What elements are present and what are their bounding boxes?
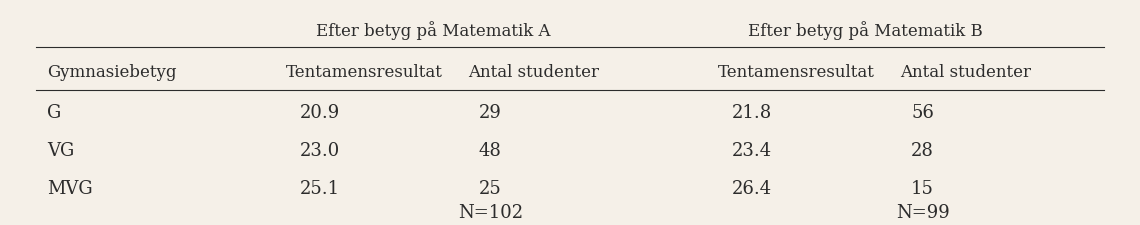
Text: 25.1: 25.1 (300, 179, 340, 197)
Text: Tentamensresultat: Tentamensresultat (286, 64, 442, 81)
Text: 56: 56 (911, 104, 934, 122)
Text: Efter betyg på Matematik A: Efter betyg på Matematik A (316, 21, 551, 40)
Text: 23.0: 23.0 (300, 141, 340, 159)
Text: N=102: N=102 (458, 203, 523, 221)
Text: 23.4: 23.4 (732, 141, 772, 159)
Text: 26.4: 26.4 (732, 179, 772, 197)
Text: 25: 25 (479, 179, 502, 197)
Text: N=99: N=99 (896, 203, 950, 221)
Text: 21.8: 21.8 (732, 104, 772, 122)
Text: MVG: MVG (47, 179, 92, 197)
Text: Gymnasiebetyg: Gymnasiebetyg (47, 64, 177, 81)
Text: VG: VG (47, 141, 74, 159)
Text: 48: 48 (479, 141, 502, 159)
Text: 28: 28 (911, 141, 934, 159)
Text: 29: 29 (479, 104, 502, 122)
Text: 15: 15 (911, 179, 934, 197)
Text: Efter betyg på Matematik B: Efter betyg på Matematik B (748, 21, 983, 40)
Text: Antal studenter: Antal studenter (467, 64, 598, 81)
Text: Antal studenter: Antal studenter (899, 64, 1031, 81)
Text: 20.9: 20.9 (300, 104, 340, 122)
Text: G: G (47, 104, 62, 122)
Text: Tentamensresultat: Tentamensresultat (718, 64, 874, 81)
